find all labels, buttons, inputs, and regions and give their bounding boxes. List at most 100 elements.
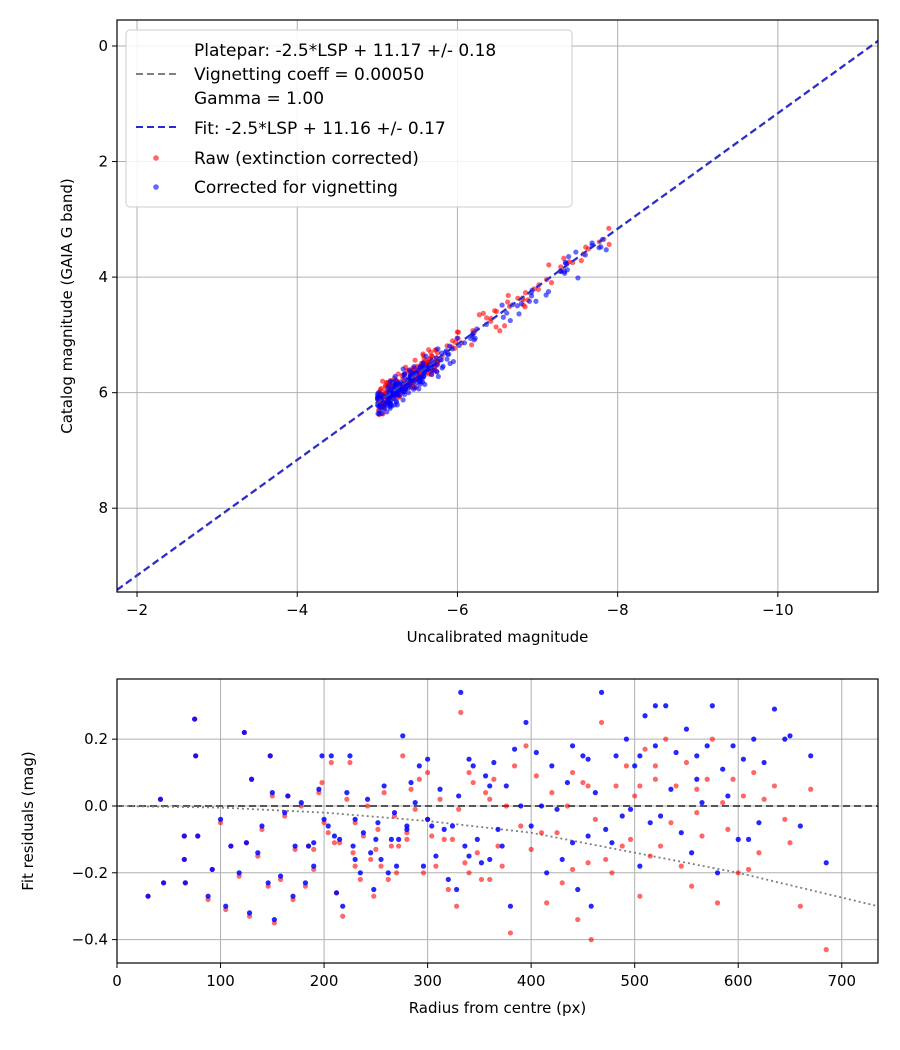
- x-tick-label: 600: [724, 972, 753, 990]
- data-point: [292, 843, 298, 849]
- data-point: [393, 863, 400, 869]
- data-point: [668, 786, 674, 792]
- data-point: [761, 796, 767, 802]
- data-point: [613, 783, 619, 789]
- data-point: [771, 706, 778, 712]
- data-point: [410, 386, 417, 392]
- legend: Platepar: -2.5*LSP + 11.17 +/- 0.18 Vigne…: [125, 29, 573, 208]
- data-point: [321, 816, 327, 822]
- data-point: [350, 850, 356, 856]
- data-point: [709, 703, 715, 709]
- data-point: [491, 759, 497, 766]
- data-point: [476, 312, 482, 318]
- data-point: [360, 830, 367, 836]
- data-point: [425, 756, 431, 762]
- data-point: [311, 863, 317, 869]
- data-point: [423, 353, 429, 359]
- plot-area: [117, 39, 878, 592]
- data-point: [501, 323, 508, 329]
- data-point: [434, 362, 440, 368]
- x-axis-label: Uncalibrated magnitude: [407, 628, 589, 646]
- data-point: [412, 800, 418, 806]
- data-point: [454, 903, 460, 909]
- data-point: [619, 843, 625, 849]
- data-point: [417, 374, 424, 380]
- data-point: [782, 736, 788, 742]
- data-point: [637, 753, 643, 759]
- plot-frame: [116, 19, 879, 593]
- data-point: [751, 769, 757, 776]
- data-point: [466, 870, 472, 876]
- data-point: [609, 870, 615, 876]
- data-point: [745, 866, 752, 873]
- data-point: [445, 876, 451, 883]
- data-point: [545, 288, 552, 295]
- data-point: [437, 786, 443, 792]
- data-point: [223, 903, 229, 909]
- x-tick-label: 0: [112, 972, 122, 990]
- data-point: [482, 790, 489, 796]
- data-point: [364, 803, 371, 809]
- data-point: [217, 816, 224, 822]
- y-axis-label: Fit residuals (mag): [19, 751, 37, 890]
- data-point: [569, 866, 576, 873]
- data-point: [433, 863, 439, 869]
- y-axis-label: Catalog magnitude (GAIA G band): [58, 178, 76, 433]
- data-point: [316, 786, 322, 792]
- data-point: [503, 803, 509, 809]
- data-point: [470, 763, 476, 769]
- data-point: [678, 830, 684, 836]
- data-point: [642, 746, 648, 752]
- data-point: [761, 759, 767, 766]
- data-point: [564, 267, 570, 273]
- data-point: [290, 893, 296, 899]
- data-point: [416, 763, 422, 769]
- data-point: [433, 853, 439, 859]
- data-point: [328, 759, 334, 766]
- legend-box: [125, 29, 573, 208]
- data-point: [538, 803, 545, 809]
- data-point: [735, 870, 741, 876]
- data-point: [373, 836, 379, 842]
- x-tick-label: 400: [517, 972, 546, 990]
- legend-swatch-raw: [153, 155, 159, 161]
- data-point: [606, 225, 612, 231]
- data-point: [405, 390, 412, 396]
- data-point: [627, 806, 634, 812]
- data-point: [357, 876, 363, 883]
- x-tick-label: 100: [206, 972, 235, 990]
- data-point: [392, 373, 398, 379]
- data-point: [598, 689, 605, 695]
- data-point: [378, 863, 384, 869]
- data-point: [566, 254, 572, 260]
- data-point: [493, 308, 500, 315]
- data-point: [429, 823, 435, 829]
- data-point: [458, 689, 464, 695]
- data-point: [632, 763, 638, 769]
- data-point: [388, 836, 394, 842]
- data-point: [500, 314, 506, 320]
- data-point: [400, 397, 406, 403]
- data-point: [425, 816, 431, 822]
- data-point: [554, 830, 560, 836]
- data-point: [569, 769, 576, 776]
- data-point: [145, 893, 151, 899]
- data-point: [337, 836, 343, 842]
- x-tick-label: 500: [620, 972, 649, 990]
- data-point: [246, 910, 253, 916]
- data-point: [331, 840, 338, 846]
- data-point: [368, 856, 374, 863]
- data-point: [357, 870, 363, 876]
- data-point: [637, 893, 643, 899]
- data-point: [538, 830, 545, 836]
- data-point: [585, 783, 591, 789]
- data-point: [333, 890, 340, 896]
- data-point: [394, 391, 401, 397]
- data-point: [267, 753, 273, 759]
- x-tick-label: −2: [126, 601, 148, 619]
- data-point: [511, 763, 518, 769]
- data-point: [340, 913, 346, 919]
- data-point: [466, 769, 472, 776]
- series-corrected: [145, 689, 829, 923]
- data-point: [416, 386, 422, 392]
